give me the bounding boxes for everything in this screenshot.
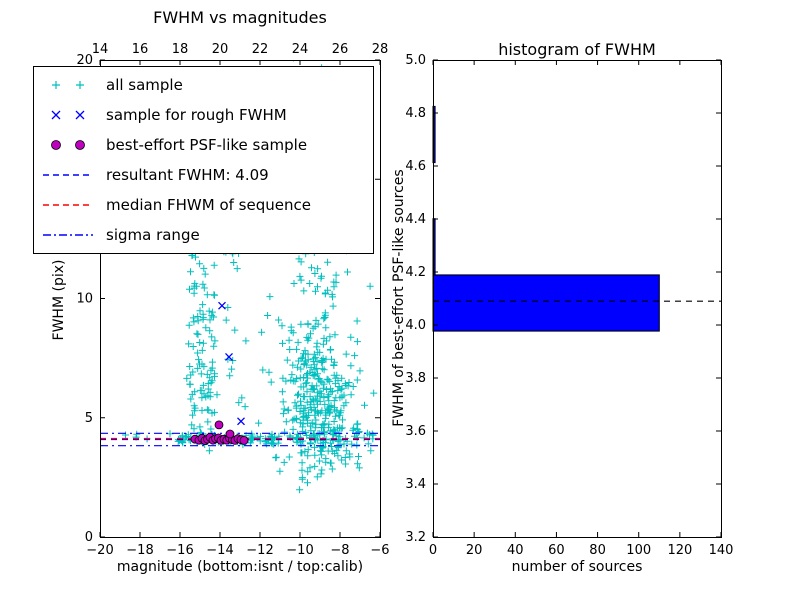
tick-label: 24 <box>292 42 309 57</box>
tick-label: 4.2 <box>405 265 426 280</box>
legend-label: all sample <box>106 76 183 94</box>
tick-label: 18 <box>172 42 189 57</box>
tick-label: −14 <box>206 543 233 558</box>
legend-label: median FHWM of sequence <box>106 196 311 214</box>
legend-item-psf-sample: best-effort PSF-like sample <box>34 130 373 160</box>
histogram-bars <box>432 105 721 332</box>
tick-label: −16 <box>166 543 193 558</box>
scatter-area <box>100 60 380 494</box>
tick-label: 20 <box>76 53 93 68</box>
tick-label: 40 <box>507 543 524 558</box>
tick-label: 26 <box>332 42 349 57</box>
tick-label: 22 <box>252 42 269 57</box>
tick-label: 120 <box>667 543 692 558</box>
legend-label: best-effort PSF-like sample <box>106 136 308 154</box>
legend-item-rough-fwhm: sample for rough FWHM <box>34 100 373 130</box>
tick-label: 0 <box>429 543 437 558</box>
tick-label: −8 <box>330 543 349 558</box>
legend-item-resultant-fwhm: resultant FWHM: 4.09 <box>34 160 373 190</box>
legend-label: resultant FWHM: 4.09 <box>106 166 269 184</box>
tick-label: 16 <box>132 42 149 57</box>
resultant-line-icon <box>43 174 93 176</box>
tick-label: 20 <box>212 42 229 57</box>
psf-sample-point <box>239 435 249 445</box>
tick-label: −6 <box>370 543 389 558</box>
tick-label: 3.8 <box>405 371 426 386</box>
median-line-icon <box>43 204 93 206</box>
tick-label: 28 <box>372 42 389 57</box>
tick-label: 100 <box>626 543 651 558</box>
tick-label: 5 <box>85 411 93 426</box>
tick-label: 80 <box>589 543 606 558</box>
psf-sample-marker-icon <box>51 140 85 150</box>
tick-label: 5.0 <box>405 53 426 68</box>
legend-label: sigma range <box>106 226 200 244</box>
tick-label: 20 <box>466 543 483 558</box>
left-plot-title: FWHM vs magnitudes <box>153 8 327 27</box>
tick-label: −12 <box>246 543 273 558</box>
tick-label: −10 <box>286 543 313 558</box>
legend-item-all-sample: all sample <box>34 70 373 100</box>
tick-label: 10 <box>76 292 93 307</box>
rough-fwhm-marker-icon <box>51 110 85 120</box>
axes-frame <box>433 60 722 538</box>
tick-label: 4.8 <box>405 106 426 121</box>
sigma-range-line-icon <box>43 234 93 236</box>
left-plot-ylabel: FWHM (pix) <box>51 259 67 341</box>
tick-label: 14 <box>92 42 109 57</box>
tick-label: −18 <box>126 543 153 558</box>
tick-label: 3.4 <box>405 477 426 492</box>
left-plot-xlabel: magnitude (bottom:isnt / top:calib) <box>116 559 364 575</box>
tick-label: 3.2 <box>405 530 426 545</box>
legend-item-sigma-range: sigma range <box>34 220 373 250</box>
tick-label: 4.4 <box>405 212 426 227</box>
tick-label: 4.0 <box>405 318 426 333</box>
tick-label: −20 <box>86 543 113 558</box>
rough-fwhm-points <box>202 301 245 443</box>
psf-sample-point <box>225 429 235 439</box>
tick-label: 4.6 <box>405 159 426 174</box>
right-plot-ylabel: FWHM of best-effort PSF-like sources <box>391 169 407 427</box>
tick-label: 0 <box>85 530 93 545</box>
tick-label: 60 <box>548 543 565 558</box>
tick-label: 140 <box>709 543 734 558</box>
all-sample-points <box>122 60 378 494</box>
tick-label: 3.6 <box>405 424 426 439</box>
legend: all sample sample for rough FWHM best-ef… <box>33 66 374 254</box>
psf-sample-point <box>214 420 224 430</box>
right-plot-xlabel: number of sources <box>511 559 643 575</box>
right-plot-title: histogram of FWHM <box>498 40 656 59</box>
all-sample-marker-icon <box>52 81 84 89</box>
legend-label: sample for rough FWHM <box>106 106 287 124</box>
legend-item-median-fwhm: median FHWM of sequence <box>34 190 373 220</box>
histogram-bar <box>432 274 660 332</box>
